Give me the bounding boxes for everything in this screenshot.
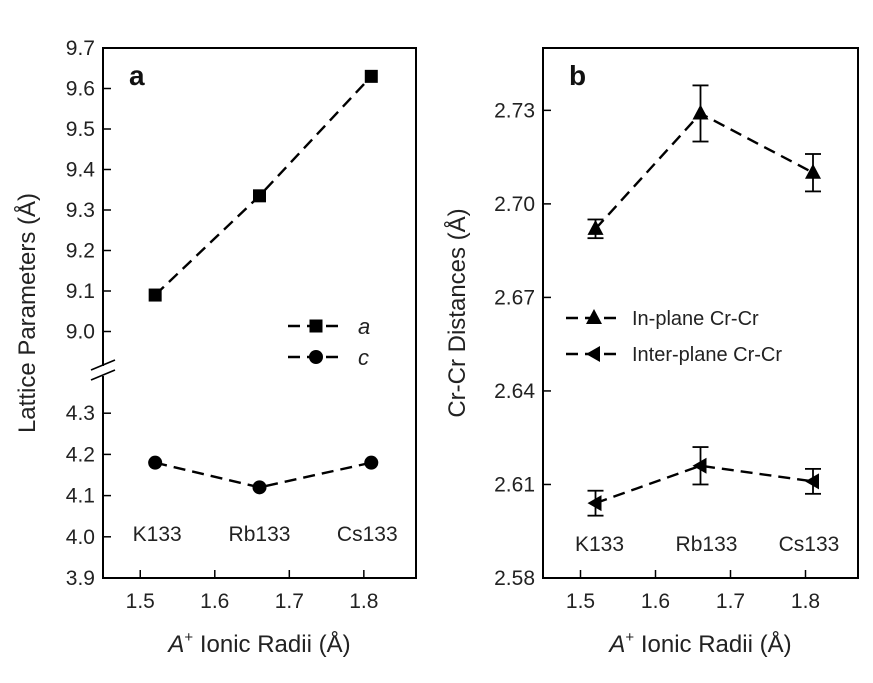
category-label: Rb133 bbox=[229, 523, 291, 546]
data-point bbox=[805, 473, 819, 490]
y-tick-label: 9.4 bbox=[66, 159, 96, 182]
data-point bbox=[587, 495, 602, 512]
panel-label: a bbox=[129, 60, 145, 91]
legend-label: Inter-plane Cr-Cr bbox=[632, 344, 782, 366]
legend-label: a bbox=[358, 314, 370, 339]
panel-a-frame bbox=[102, 47, 417, 579]
y-tick-label: 9.5 bbox=[66, 118, 95, 141]
y-tick-label: 2.67 bbox=[494, 286, 535, 309]
data-point bbox=[253, 189, 266, 203]
data-point bbox=[252, 480, 267, 495]
y-axis-title: Cr-Cr Distances (Å) bbox=[443, 208, 471, 417]
y-axis-title: Lattice Parameters (Å) bbox=[13, 193, 41, 433]
y-tick-label: 9.7 bbox=[66, 37, 95, 60]
category-label: K133 bbox=[575, 533, 624, 556]
panel-b-frame bbox=[542, 47, 859, 579]
y-tick-label: 4.1 bbox=[66, 485, 95, 508]
data-point bbox=[148, 455, 163, 470]
x-axis-title: A+ Ionic Radii (Å) bbox=[607, 629, 791, 658]
data-point bbox=[587, 219, 604, 235]
y-tick-label: 2.64 bbox=[494, 380, 535, 403]
legend-marker bbox=[586, 309, 602, 324]
legend-marker bbox=[309, 350, 323, 364]
y-tick-label: 4.3 bbox=[66, 402, 95, 425]
y-tick-label: 2.70 bbox=[494, 193, 535, 216]
x-tick-label: 1.8 bbox=[791, 590, 820, 613]
x-tick-label: 1.8 bbox=[349, 590, 378, 613]
category-label: K133 bbox=[133, 523, 182, 546]
x-tick-label: 1.7 bbox=[716, 590, 745, 613]
category-label: Cs133 bbox=[337, 523, 398, 546]
x-tick-label: 1.5 bbox=[126, 590, 155, 613]
data-point bbox=[364, 455, 379, 470]
panel-a-break-mark bbox=[90, 369, 116, 381]
x-tick-label: 1.6 bbox=[200, 590, 229, 613]
panel-a-break-mark bbox=[90, 359, 116, 371]
data-point bbox=[364, 69, 378, 83]
legend-marker bbox=[586, 346, 600, 362]
y-tick-label: 3.9 bbox=[66, 567, 95, 590]
y-tick-label: 4.2 bbox=[66, 443, 95, 466]
x-tick-label: 1.7 bbox=[275, 590, 304, 613]
data-point bbox=[692, 457, 707, 474]
y-tick-label: 2.58 bbox=[494, 567, 535, 590]
y-tick-label: 2.61 bbox=[494, 473, 535, 496]
category-label: Rb133 bbox=[676, 533, 738, 556]
x-tick-label: 1.5 bbox=[566, 590, 595, 613]
data-point bbox=[692, 104, 709, 120]
x-tick-label: 1.6 bbox=[641, 590, 670, 613]
data-point bbox=[148, 288, 162, 302]
panel-label: b bbox=[569, 60, 586, 91]
legend-label: c bbox=[358, 345, 369, 370]
y-tick-label: 9.6 bbox=[66, 78, 95, 101]
y-tick-label: 4.0 bbox=[66, 526, 95, 549]
category-label: Cs133 bbox=[779, 533, 840, 556]
y-tick-label: 2.73 bbox=[494, 99, 535, 122]
series-line bbox=[154, 75, 373, 296]
data-point bbox=[805, 163, 821, 179]
y-tick-label: 9.3 bbox=[66, 199, 95, 222]
x-axis-title: A+ Ionic Radii (Å) bbox=[166, 629, 350, 658]
y-tick-label: 9.1 bbox=[66, 280, 95, 303]
y-tick-label: 9.0 bbox=[66, 321, 95, 344]
panel-a-break-gap bbox=[91, 366, 115, 376]
y-tick-label: 9.2 bbox=[66, 240, 95, 263]
series-line bbox=[594, 111, 814, 230]
legend-label: In-plane Cr-Cr bbox=[632, 308, 759, 330]
legend-marker bbox=[309, 319, 323, 333]
